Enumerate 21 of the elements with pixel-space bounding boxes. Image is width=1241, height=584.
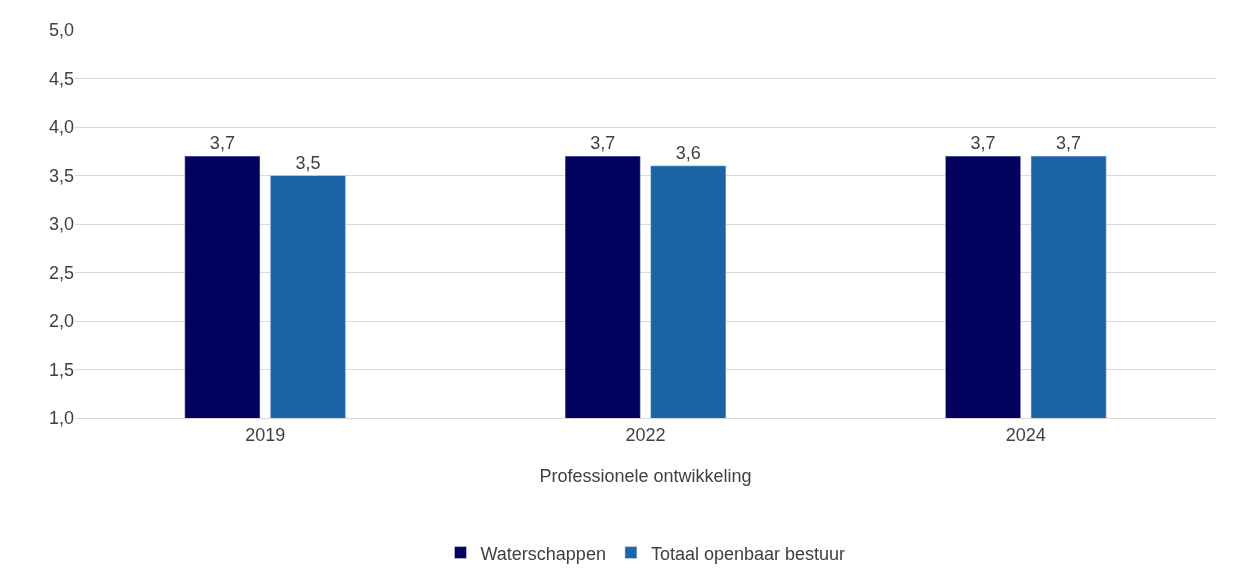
y-tick-label: 2,5 (48, 262, 74, 283)
y-tick-label: 5,0 (48, 20, 74, 41)
x-tick-label: 2022 (625, 424, 666, 445)
data-label: 3,7 (590, 133, 616, 154)
legend-label: Waterschappen (480, 543, 606, 564)
data-label: 3,7 (970, 133, 996, 154)
y-tick-label: 1,5 (48, 359, 74, 380)
legend-label: Totaal openbaar bestuur (650, 543, 846, 564)
y-tick-label: 4,5 (48, 68, 74, 89)
x-tick-label: 2019 (245, 424, 286, 445)
x-axis-title: Professionele ontwikkeling (539, 465, 752, 486)
x-tick-label: 2024 (1005, 424, 1046, 445)
data-label: 3,7 (1056, 133, 1082, 154)
y-tick-label: 3,0 (48, 214, 74, 235)
data-label: 3,5 (295, 152, 321, 173)
data-label: 3,7 (209, 133, 235, 154)
y-tick-label: 4,0 (48, 117, 74, 138)
data-label: 3,6 (675, 142, 701, 163)
y-tick-label: 2,0 (48, 311, 74, 332)
y-tick-label: 1,0 (48, 408, 74, 429)
y-tick-label: 3,5 (48, 165, 74, 186)
